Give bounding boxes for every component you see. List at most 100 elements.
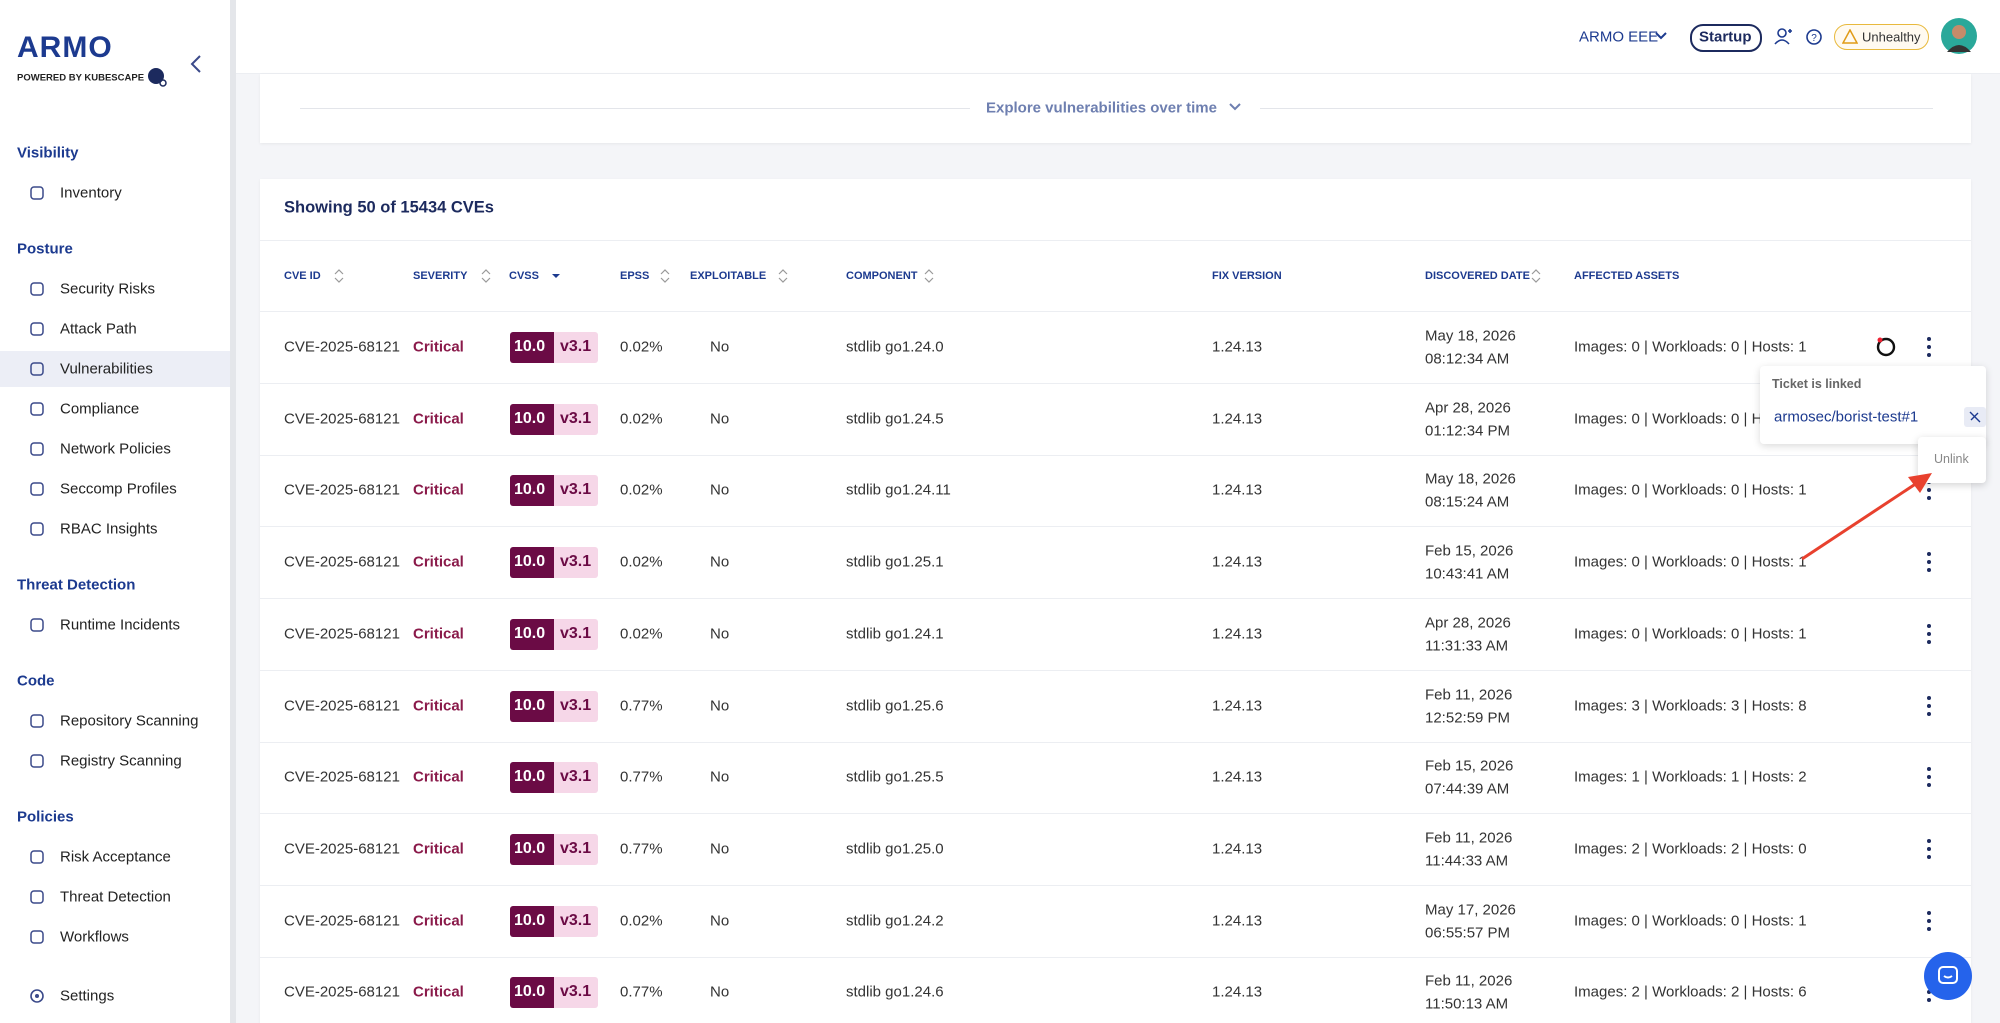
nav-item[interactable]: Attack Path [60, 320, 137, 338]
nav-icon [30, 322, 44, 336]
plan-label: Startup [1699, 28, 1752, 46]
cvss-score-badge [510, 977, 554, 1009]
sort-icon [660, 269, 670, 283]
table-cell: Images: 2 | Workloads: 2 | Hosts: 0 [1574, 840, 1807, 858]
table-cell: CVE-2025-68121 [284, 553, 400, 571]
ticket-popup [1760, 366, 1986, 444]
table-cell: Images: 2 | Workloads: 2 | Hosts: 6 [1574, 983, 1807, 1001]
github-icon [1876, 337, 1896, 357]
nav-icon [30, 186, 44, 200]
nav-section-title: Visibility [17, 144, 79, 162]
row-menu [1927, 838, 1931, 859]
nav-item[interactable]: RBAC Insights [60, 520, 158, 538]
table-cell: Critical [413, 983, 464, 1001]
table-cell: 0.02% [620, 338, 663, 356]
table-card [260, 179, 1971, 1023]
chevron-down [1229, 103, 1241, 111]
nav-item[interactable]: Network Policies [60, 440, 171, 458]
nav-active [0, 351, 230, 387]
table-cell: 0.02% [620, 625, 663, 643]
table-cell: Critical [413, 338, 464, 356]
nav-item[interactable]: Registry Scanning [60, 752, 182, 770]
table-cell: 0.77% [620, 840, 663, 858]
table-cell: CVE-2025-68121 [284, 768, 400, 786]
column-header[interactable]: EPSS [620, 270, 650, 282]
column-header[interactable]: SEVERITY [413, 270, 468, 282]
table-cell: v3.1 [560, 481, 592, 499]
table-cell: v3.1 [560, 911, 592, 929]
collapse-sidebar[interactable] [188, 54, 204, 74]
cvss-version-badge [554, 618, 598, 650]
table-cell: stdlib go1.24.11 [846, 481, 951, 499]
nav-item[interactable]: Risk Acceptance [60, 848, 171, 866]
ticket-link[interactable]: armosec/borist-test#1 [1774, 408, 1919, 426]
column-header[interactable]: EXPLOITABLE [690, 270, 767, 282]
table-cell: stdlib go1.25.1 [846, 553, 944, 571]
nav-item[interactable]: Runtime Incidents [60, 616, 181, 634]
table-cell: CVE-2025-68121 [284, 840, 400, 858]
table-cell: May 18, 2026 [1425, 470, 1516, 488]
nav-item[interactable]: Settings [60, 987, 115, 1005]
nav-icon [30, 402, 44, 416]
nav-item[interactable]: Seccomp Profiles [60, 480, 177, 498]
column-header[interactable]: COMPONENT [846, 270, 918, 282]
avatar [1941, 18, 1977, 54]
row-divider [260, 813, 1971, 815]
sidebar [0, 0, 230, 1023]
cvss-version-badge [554, 403, 598, 435]
nav-item[interactable]: Threat Detection [60, 888, 171, 906]
divider [260, 311, 1971, 312]
sort-icon [924, 269, 934, 283]
column-header[interactable]: CVE ID [284, 270, 321, 282]
nav-item[interactable]: Workflows [60, 928, 129, 946]
cvss-version-badge [554, 905, 598, 937]
explore-toggle[interactable]: Explore vulnerabilities over time [986, 99, 1217, 117]
table-cell: CVE-2025-68121 [284, 983, 400, 1001]
cvss-score-badge [510, 762, 554, 794]
cvss-score-badge [510, 618, 554, 650]
table-cell: 08:15:24 AM [1425, 493, 1510, 511]
nav-item[interactable]: Vulnerabilities [60, 360, 153, 378]
table-cell: 1.24.13 [1212, 912, 1263, 930]
table-cell: CVE-2025-68121 [284, 410, 400, 428]
plan-pill [1690, 24, 1762, 52]
table-cell: 10.0 [514, 481, 546, 499]
popup-title: Ticket is linked [1772, 377, 1862, 391]
column-header[interactable]: CVSS [509, 270, 539, 282]
table-cell: No [710, 840, 730, 858]
table-cell: CVE-2025-68121 [284, 912, 400, 930]
status-pill[interactable] [1834, 24, 1929, 50]
status-label: Unhealthy [1862, 29, 1921, 45]
table-cell: No [710, 697, 730, 714]
table-cell: stdlib go1.24.5 [846, 410, 944, 428]
nav-section-title: Posture [17, 240, 73, 258]
column-header[interactable]: DISCOVERED DATE [1425, 270, 1530, 282]
table-cell: 10.0 [514, 768, 546, 786]
logo-tagline: POWERED BY KUBESCAPE [17, 72, 145, 84]
sort-icon [334, 269, 344, 283]
nav-item[interactable]: Security Risks [60, 280, 156, 298]
divider [1260, 108, 1933, 109]
logo[interactable]: ARMO [17, 31, 113, 64]
table-cell: 10.0 [514, 553, 546, 571]
table-cell: Images: 0 | Workloads: 0 | Hosts: 1 [1574, 625, 1807, 643]
nav-icon [30, 482, 44, 496]
table-cell: stdlib go1.24.2 [846, 912, 944, 930]
cvss-version-badge [554, 977, 598, 1009]
nav-section-title: Threat Detection [17, 576, 136, 594]
nav-item[interactable]: Repository Scanning [60, 712, 199, 730]
nav-icon [30, 930, 44, 944]
table-cell: 11:31:33 AM [1425, 637, 1509, 655]
table-cell: Critical [413, 840, 464, 858]
table-cell: v3.1 [560, 768, 592, 786]
warning-icon [1842, 29, 1858, 44]
table-cell: Images: 0 | Workloads: 0 | Hosts: 1 [1574, 481, 1807, 499]
account-switcher[interactable]: ARMO EEE [1579, 28, 1659, 46]
nav-item[interactable]: Compliance [60, 400, 140, 418]
table-cell: No [710, 410, 730, 428]
chevron-down [1655, 32, 1667, 40]
nav-item[interactable]: Inventory [60, 184, 122, 202]
chat-button[interactable] [1924, 952, 1972, 1000]
